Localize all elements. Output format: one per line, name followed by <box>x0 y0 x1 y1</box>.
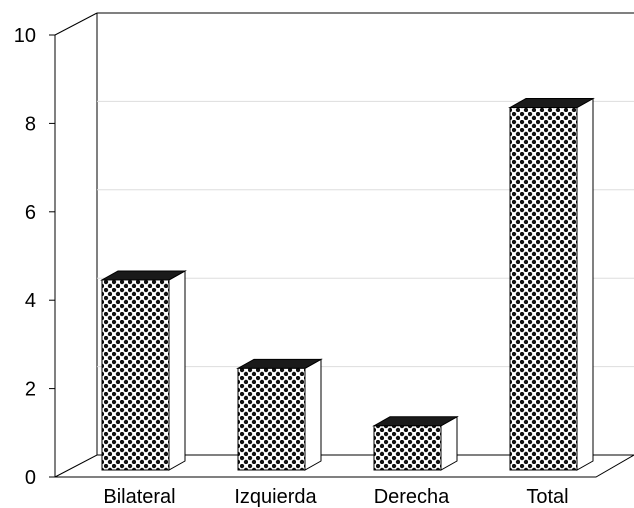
bar-front <box>237 367 306 471</box>
y-tick-label: 10 <box>14 25 36 47</box>
left-wall-top-edge <box>54 12 98 36</box>
y-axis-ticks: 0 2 4 6 8 10 <box>14 25 55 489</box>
bar <box>372 415 459 471</box>
bars <box>100 97 595 471</box>
x-tick-label: Izquierda <box>234 486 317 508</box>
y-tick-label: 4 <box>25 290 36 312</box>
y-tick-label: 8 <box>25 113 36 135</box>
x-tick-label: Derecha <box>374 486 450 508</box>
bar-front <box>373 425 442 471</box>
x-tick-label: Bilateral <box>103 486 175 508</box>
bar-side <box>576 97 594 471</box>
bar-side <box>168 270 186 471</box>
bar <box>236 358 323 471</box>
bar-front <box>101 279 170 471</box>
bar <box>508 97 595 471</box>
y-tick-label: 2 <box>25 379 36 401</box>
x-axis-labels: Bilateral Izquierda Derecha Total <box>103 486 568 508</box>
floor <box>54 454 634 478</box>
bar-front <box>509 107 578 471</box>
bar-side <box>304 358 322 471</box>
x-tick-label: Total <box>526 486 568 508</box>
bar <box>100 270 187 471</box>
y-tick-label: 0 <box>25 467 36 489</box>
y-tick-label: 6 <box>25 202 36 224</box>
